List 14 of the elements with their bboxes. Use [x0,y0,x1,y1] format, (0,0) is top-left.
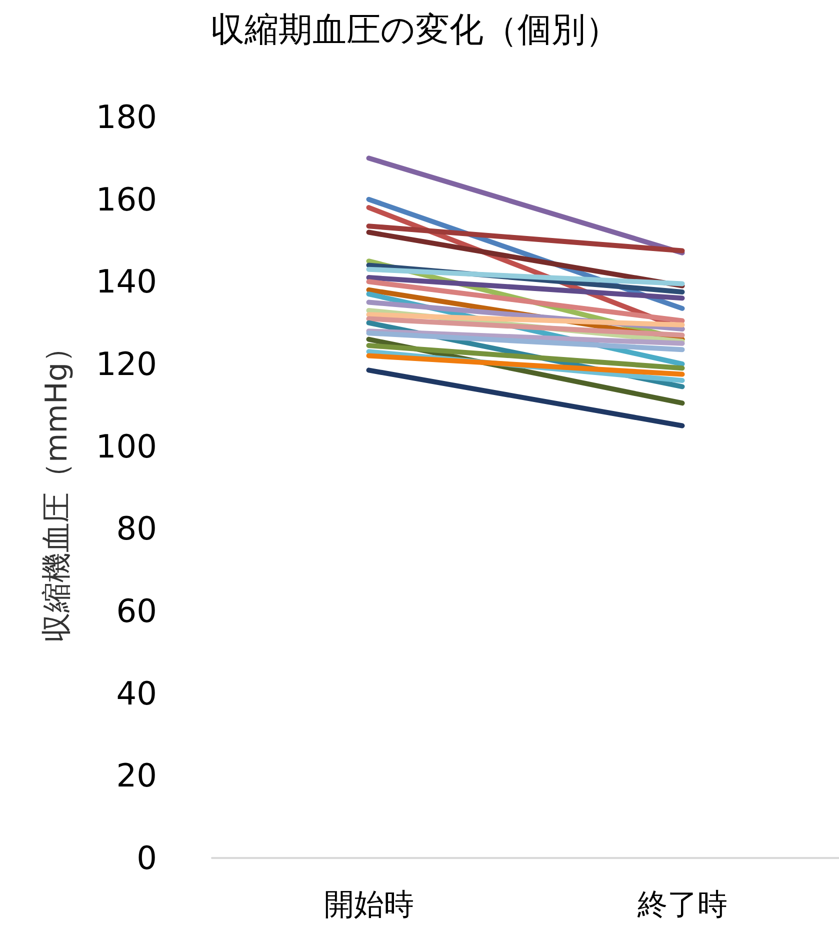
y-tick-label: 0 [136,839,157,877]
y-tick-label: 40 [116,674,157,712]
y-tick-label: 160 [96,180,157,218]
y-tick-label: 60 [116,592,157,630]
x-tick-label: 開始時 [324,888,414,922]
x-tick-label: 終了時 [636,888,728,922]
chart-title: 収縮期血圧の変化（個別） [210,10,620,50]
y-tick-label: 180 [96,98,157,136]
y-tick-label: 80 [116,510,157,548]
y-tick-label: 120 [96,345,157,383]
y-tick-label: 20 [116,756,157,795]
y-tick-label: 140 [96,262,157,301]
y-axis-title: 収縮機血圧（mmHg） [40,332,74,643]
y-tick-label: 100 [96,427,157,466]
